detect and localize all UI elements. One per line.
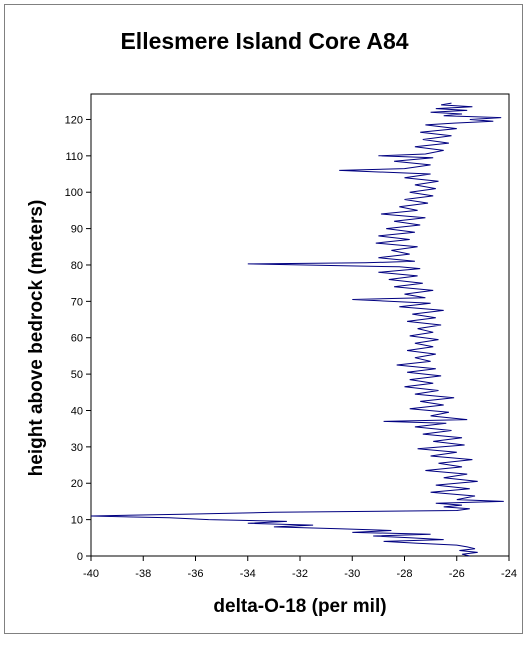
y-tick-label: 50 bbox=[71, 369, 83, 381]
x-tick-label: -24 bbox=[501, 568, 517, 580]
y-axis: 0 10 20 30 40 50 60 70 80 90 100 110 120 bbox=[65, 114, 91, 563]
x-tick-label: -28 bbox=[397, 568, 413, 580]
y-tick-label: 110 bbox=[65, 151, 83, 163]
y-tick-label: 60 bbox=[71, 333, 83, 345]
y-tick-label: 10 bbox=[71, 515, 83, 527]
x-tick-label: -34 bbox=[240, 568, 256, 580]
chart-title: Ellesmere Island Core A84 bbox=[120, 28, 409, 54]
y-tick-label: 70 bbox=[71, 296, 83, 308]
y-tick-label: 90 bbox=[71, 224, 83, 236]
y-tick-label: 30 bbox=[71, 442, 83, 454]
x-tick-label: -26 bbox=[449, 568, 465, 580]
x-tick-label: -40 bbox=[83, 568, 99, 580]
y-tick-label: 120 bbox=[65, 114, 83, 126]
y-tick-label: 80 bbox=[71, 260, 83, 272]
x-tick-label: -30 bbox=[344, 568, 360, 580]
series-line bbox=[90, 102, 504, 557]
x-tick-label: -36 bbox=[188, 568, 204, 580]
y-axis-label: height above bedrock (meters) bbox=[26, 200, 47, 477]
x-tick-label: -32 bbox=[292, 568, 308, 580]
x-axis: -40 -38 -36 -34 -32 -30 -28 -26 -24 bbox=[83, 556, 517, 580]
y-tick-label: 0 bbox=[77, 551, 83, 563]
x-axis-label: delta-O-18 (per mil) bbox=[213, 596, 386, 617]
x-tick-label: -38 bbox=[135, 568, 151, 580]
y-tick-label: 20 bbox=[71, 478, 83, 490]
y-tick-label: 40 bbox=[71, 405, 83, 417]
y-tick-label: 100 bbox=[65, 187, 83, 199]
